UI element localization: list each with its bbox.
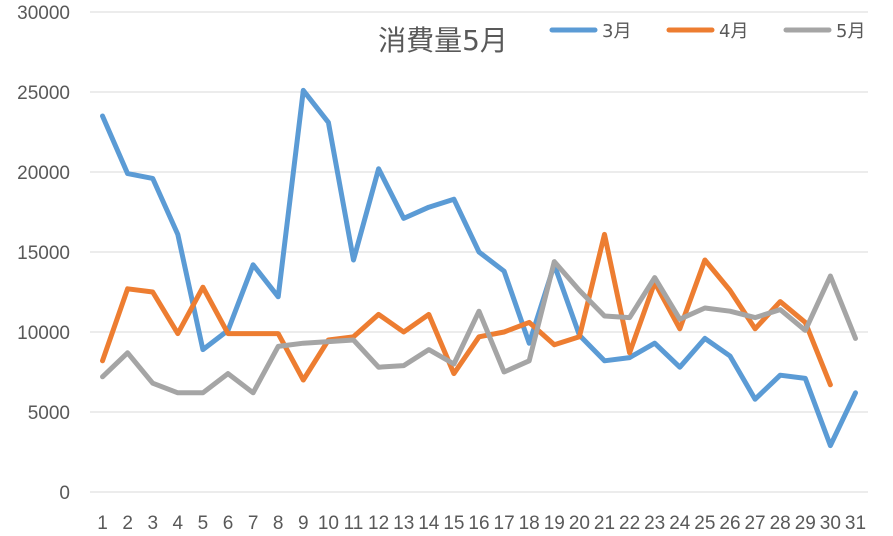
x-tick-label: 26 <box>719 513 740 534</box>
x-tick-label: 2 <box>122 513 133 534</box>
x-tick-label: 5 <box>198 513 209 534</box>
y-tick-label: 20000 <box>17 163 70 184</box>
x-tick-label: 8 <box>273 513 284 534</box>
x-tick-label: 4 <box>173 513 184 534</box>
x-tick-label: 11 <box>344 513 364 534</box>
x-tick-label: 29 <box>795 513 816 534</box>
legend: 3月 4月 5月 <box>549 21 865 42</box>
x-tick-label: 25 <box>694 513 715 534</box>
x-tick-label: 21 <box>594 513 615 534</box>
x-tick-label: 14 <box>418 513 440 534</box>
x-tick-label: 24 <box>669 513 691 534</box>
x-tick-label: 3 <box>147 513 158 534</box>
y-tick-label: 25000 <box>17 83 70 104</box>
x-tick-label: 6 <box>223 513 234 534</box>
x-tick-label: 20 <box>569 513 590 534</box>
x-tick-label: 28 <box>770 513 791 534</box>
x-tick-label: 30 <box>820 513 841 534</box>
x-tick-label: 9 <box>298 513 309 534</box>
series-line-3 <box>100 259 858 396</box>
x-tick-label: 7 <box>248 513 259 534</box>
legend-item: 3月 <box>549 21 631 42</box>
gridlines <box>90 11 868 493</box>
series-line-1 <box>100 87 858 449</box>
x-tick-label: 22 <box>619 513 640 534</box>
y-axis-ticks: 0 5000 10000 15000 20000 25000 30000 <box>17 3 70 504</box>
x-tick-label: 12 <box>368 513 389 534</box>
legend-label: 4月 <box>719 21 748 42</box>
y-tick-label: 30000 <box>17 3 70 24</box>
x-tick-label: 23 <box>644 513 665 534</box>
legend-item: 5月 <box>783 21 865 42</box>
x-tick-label: 19 <box>544 513 565 534</box>
legend-item: 4月 <box>666 21 748 42</box>
series-lines <box>100 87 858 449</box>
x-tick-label: 27 <box>744 513 765 534</box>
x-tick-label: 18 <box>519 513 540 534</box>
x-tick-label: 1 <box>97 513 108 534</box>
legend-label: 5月 <box>836 21 865 42</box>
legend-label: 3月 <box>602 21 631 42</box>
y-tick-label: 10000 <box>17 323 70 344</box>
x-tick-label: 17 <box>494 513 515 534</box>
x-tick-label: 15 <box>443 513 464 534</box>
y-tick-label: 15000 <box>17 243 70 264</box>
x-tick-label: 16 <box>468 513 489 534</box>
chart-title: 消費量5月 <box>378 24 508 57</box>
x-tick-label: 13 <box>393 513 414 534</box>
x-tick-label: 31 <box>845 513 866 534</box>
series-line-2 <box>100 231 833 388</box>
y-tick-label: 5000 <box>28 403 70 424</box>
x-axis-ticks: 1 2 3 4 5 6 7 8 9 10 11 12 13 14 15 16 17 18 19 20 21 22 23 24 2… <box>97 513 866 534</box>
x-tick-label: 10 <box>318 513 339 534</box>
y-tick-label: 0 <box>59 483 70 504</box>
